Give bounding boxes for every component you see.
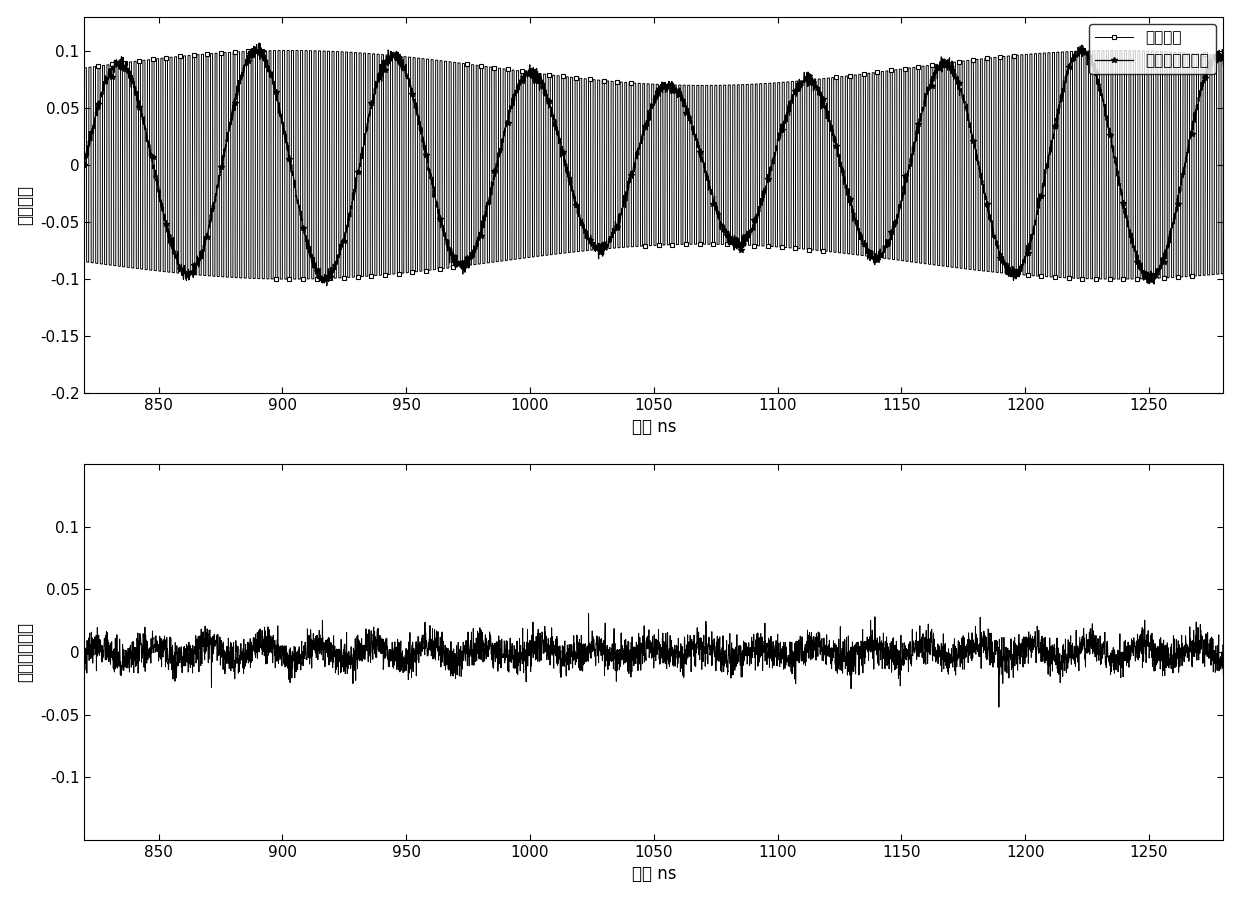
Y-axis label: 信号幅度: 信号幅度 [16,184,35,225]
重构信号 [1109,45,1123,56]
光域拉伸后信号 [284,162,299,173]
光域拉伸后信号 [1216,60,1231,71]
Legend: 重构信号, 光域拉伸后信号: 重构信号, 光域拉伸后信号 [1089,24,1215,74]
光域拉伸后信号 [320,280,335,291]
重构信号 [928,259,942,270]
Y-axis label: 信号幅度误差: 信号幅度误差 [16,622,35,682]
重构信号 [818,246,833,256]
Line: 光域拉伸后信号: 光域拉伸后信号 [82,40,1226,288]
重构信号 [760,241,775,252]
光域拉伸后信号 [1014,259,1029,270]
重构信号 [284,45,299,56]
光域拉伸后信号 [760,174,775,184]
光域拉伸后信号 [512,75,527,86]
光域拉伸后信号 [928,66,942,77]
X-axis label: 时间 ns: 时间 ns [631,865,676,883]
重构信号 [1013,50,1028,60]
重构信号 [77,159,92,170]
重构信号 [1216,50,1231,61]
光域拉伸后信号 [77,160,92,171]
X-axis label: 时间 ns: 时间 ns [631,418,676,436]
重构信号 [512,253,527,264]
Line: 重构信号: 重构信号 [82,48,1226,282]
光域拉伸后信号 [818,104,833,114]
光域拉伸后信号 [252,38,267,49]
重构信号 [283,274,298,284]
